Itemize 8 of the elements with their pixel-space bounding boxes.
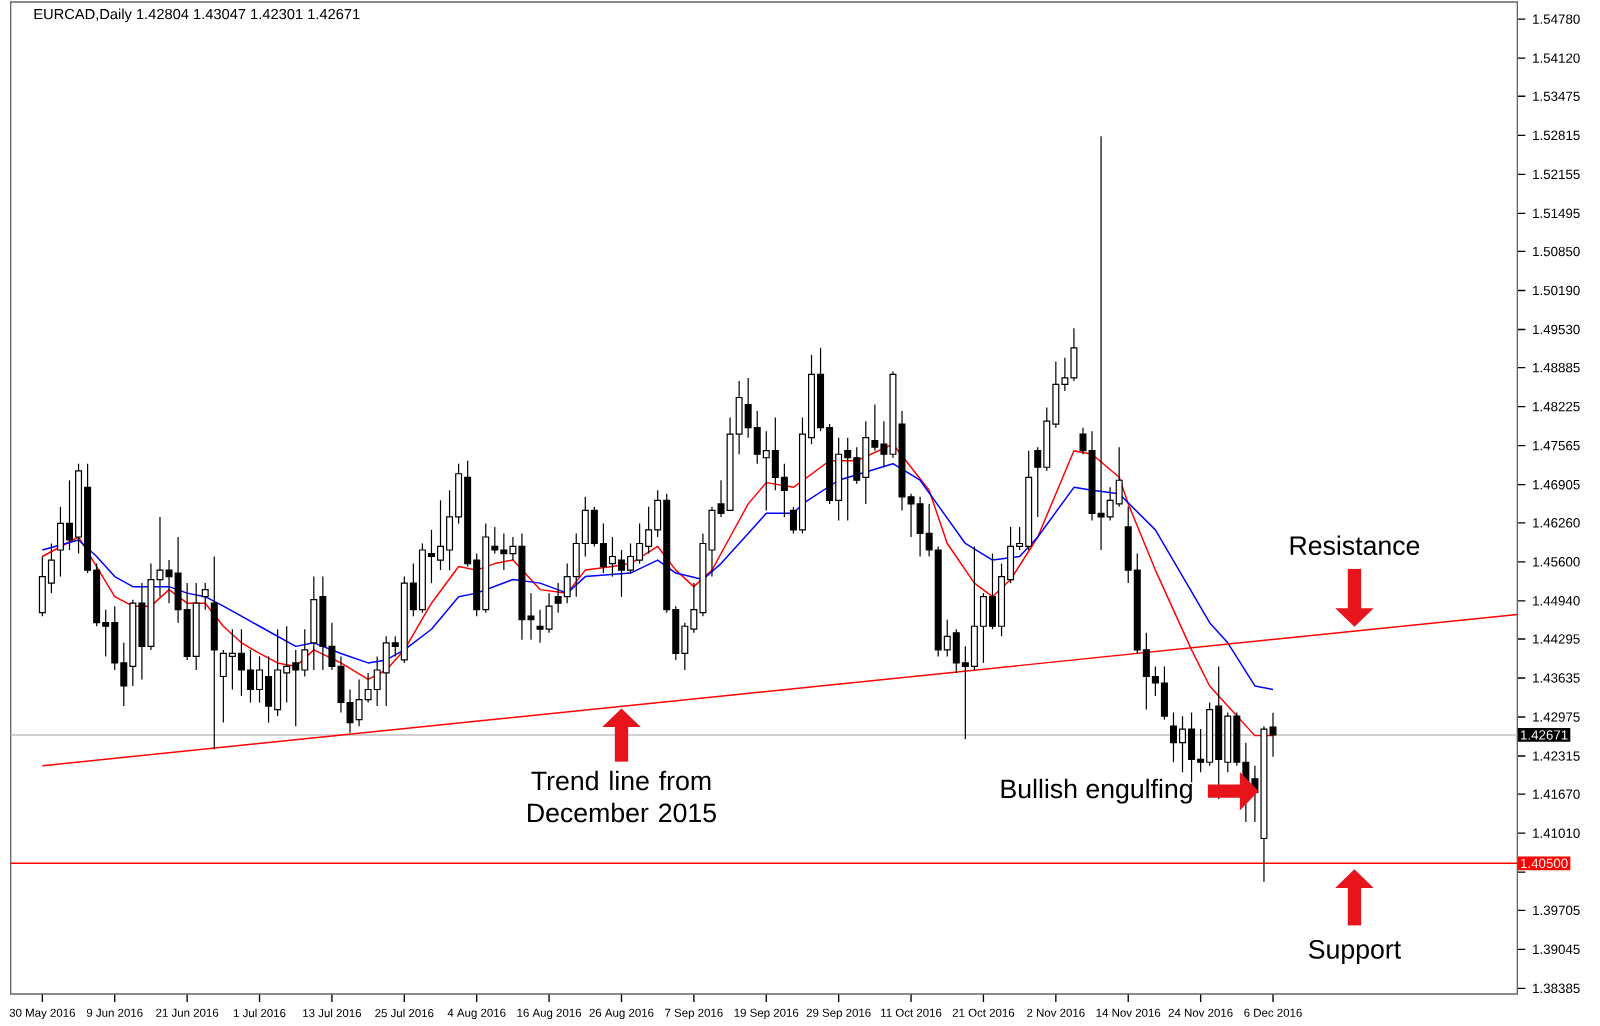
annotation: Resistance [1290,535,1420,556]
candlestick [201,582,209,611]
annotation: Bullish engulfing [1001,778,1192,804]
candlestick [1160,665,1168,721]
annotation: Trend line from December 2015 [528,770,716,823]
candlestick [310,576,318,671]
candlestick [210,555,218,750]
annotation: Support [1308,939,1401,965]
